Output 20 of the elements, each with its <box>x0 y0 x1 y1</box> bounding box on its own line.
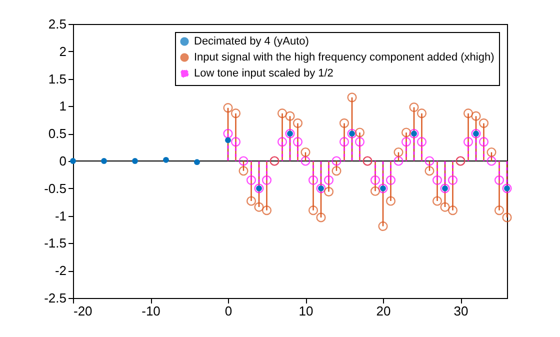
x-tick-label: -20 <box>74 304 92 318</box>
legend-label: Decimated by 4 (yAuto) <box>194 36 309 48</box>
y-tick-label: 1.5 <box>48 71 66 86</box>
y-tick-label: -1 <box>54 208 66 224</box>
y-tick-label: 2.5 <box>48 16 66 32</box>
y-tick-label: -0.5 <box>44 180 66 196</box>
legend-label: Low tone input scaled by 1/2 <box>194 68 334 80</box>
y-tick-label: -1.5 <box>44 236 66 251</box>
x-tick-label: 0 <box>224 304 232 318</box>
y-tick-label: -2.5 <box>44 290 66 306</box>
y-tick-label: 1 <box>59 98 66 114</box>
x-tick-label: 30 <box>454 304 468 318</box>
x-tick-label: -10 <box>142 304 160 318</box>
y-tick-label: -2 <box>54 263 66 278</box>
x-tick-label: 10 <box>298 304 314 318</box>
x-tick-label: 20 <box>376 304 391 318</box>
y-tick-label: 0 <box>59 154 66 168</box>
legend-label: Input signal with the high frequency component added (xhigh) <box>194 52 494 64</box>
y-tick-label: 0.5 <box>48 126 66 142</box>
y-tick-label: 2 <box>59 44 66 59</box>
